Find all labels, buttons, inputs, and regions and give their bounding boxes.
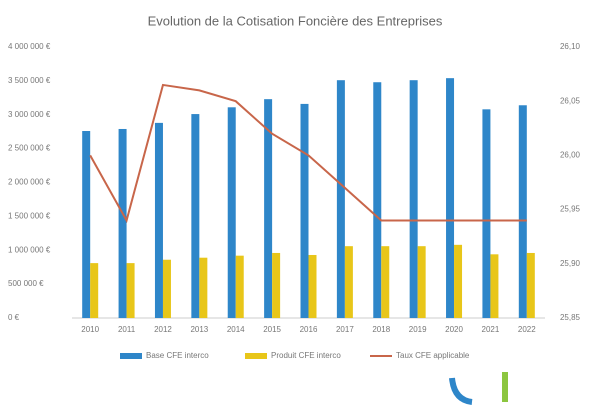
bar — [162, 259, 171, 318]
bar — [272, 252, 281, 318]
x-tick-label: 2016 — [300, 325, 318, 334]
y-tick-label: 2 000 000 € — [8, 178, 51, 187]
y-tick-label: 3 500 000 € — [8, 76, 51, 85]
x-tick-label: 2018 — [372, 325, 390, 334]
bar — [199, 257, 208, 318]
bar — [417, 246, 426, 318]
bar — [227, 107, 236, 318]
bar — [344, 246, 353, 318]
y2-tick-label: 26,05 — [560, 96, 581, 105]
bar — [482, 109, 491, 318]
y-tick-label: 1 000 000 € — [8, 245, 51, 254]
y-tick-label: 3 000 000 € — [8, 110, 51, 119]
x-tick-label: 2017 — [336, 325, 354, 334]
y2-tick-label: 25,85 — [560, 313, 581, 322]
legend-swatch — [245, 353, 267, 359]
y2-tick-label: 26,00 — [560, 151, 581, 160]
bar — [235, 255, 244, 318]
legend-swatch — [120, 353, 142, 359]
bar — [118, 128, 127, 318]
x-tick-label: 2019 — [409, 325, 427, 334]
legend-label: Taux CFE applicable — [396, 351, 470, 360]
x-tick-label: 2012 — [154, 325, 172, 334]
bar — [126, 263, 135, 318]
bar — [82, 131, 91, 318]
bar — [518, 105, 527, 318]
bar — [154, 122, 163, 318]
x-tick-label: 2013 — [190, 325, 208, 334]
x-tick-label: 2021 — [482, 325, 500, 334]
x-tick-label: 2015 — [263, 325, 281, 334]
bar — [409, 80, 418, 318]
bar — [264, 99, 273, 318]
x-tick-label: 2010 — [81, 325, 99, 334]
bar — [526, 252, 535, 318]
bar — [191, 114, 200, 318]
x-tick-label: 2022 — [518, 325, 536, 334]
y2-tick-label: 25,95 — [560, 205, 581, 214]
legend-label: Produit CFE interco — [271, 351, 341, 360]
legend-label: Base CFE interco — [146, 351, 209, 360]
line — [89, 83, 527, 224]
bar — [490, 254, 499, 318]
y-tick-label: 4 000 000 € — [8, 42, 51, 51]
x-tick-label: 2014 — [227, 325, 245, 334]
x-tick-label: 2011 — [118, 325, 136, 334]
y-tick-label: 500 000 € — [8, 279, 44, 288]
y2-tick-label: 25,90 — [560, 259, 581, 268]
x-tick-label: 2020 — [445, 325, 463, 334]
bar — [308, 254, 317, 318]
y-tick-label: 2 500 000 € — [8, 144, 51, 153]
bar — [90, 263, 99, 318]
y-tick-label: 0 € — [8, 313, 20, 322]
bar — [300, 103, 309, 318]
chart-title: Evolution de la Cotisation Foncière des … — [148, 13, 443, 28]
y-tick-label: 1 500 000 € — [8, 211, 51, 220]
bar — [446, 78, 455, 318]
bar — [454, 244, 463, 318]
bar — [336, 80, 345, 318]
logo — [449, 372, 508, 405]
y2-tick-label: 26,10 — [560, 42, 581, 51]
bar — [381, 246, 390, 318]
bar — [373, 82, 382, 318]
